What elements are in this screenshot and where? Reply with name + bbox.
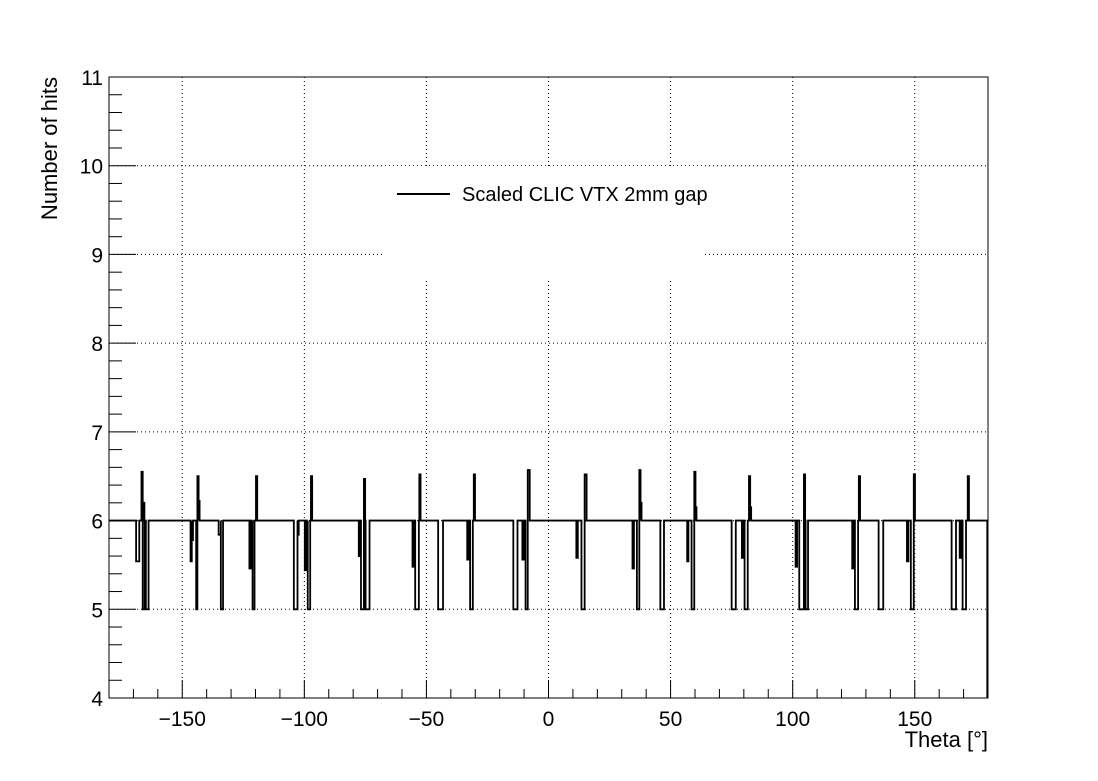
x-tick-label: 150 bbox=[897, 708, 932, 731]
y-tick-label: 6 bbox=[91, 511, 103, 534]
y-axis-label: Number of hits bbox=[37, 77, 62, 220]
x-tick-label: −50 bbox=[409, 708, 445, 731]
axis-ticks bbox=[109, 76, 965, 699]
legend: Scaled CLIC VTX 2mm gap bbox=[383, 166, 708, 281]
y-tick-label: 5 bbox=[91, 599, 103, 622]
legend-box bbox=[383, 166, 702, 281]
y-tick-label: 9 bbox=[91, 244, 103, 267]
y-tick-label: 4 bbox=[91, 688, 103, 711]
x-axis-label: Theta [°] bbox=[905, 727, 988, 752]
x-tick-label: −100 bbox=[281, 708, 328, 731]
y-tick-label: 11 bbox=[81, 67, 103, 90]
x-tick-label: 100 bbox=[775, 708, 810, 731]
y-tick-labels: 4 5 6 7 8 9 10 11 bbox=[80, 67, 104, 711]
y-tick-label: 7 bbox=[91, 422, 103, 445]
series-layer bbox=[109, 469, 989, 698]
x-tick-label: 0 bbox=[543, 708, 555, 731]
series-line bbox=[109, 469, 989, 698]
y-tick-label: 8 bbox=[91, 333, 103, 356]
x-tick-label: 50 bbox=[659, 708, 682, 731]
x-tick-labels: −150 −100 −50 0 50 100 150 bbox=[159, 708, 933, 731]
y-tick-label: 10 bbox=[80, 156, 103, 179]
legend-label: Scaled CLIC VTX 2mm gap bbox=[462, 184, 708, 206]
x-tick-label: −150 bbox=[159, 708, 206, 731]
